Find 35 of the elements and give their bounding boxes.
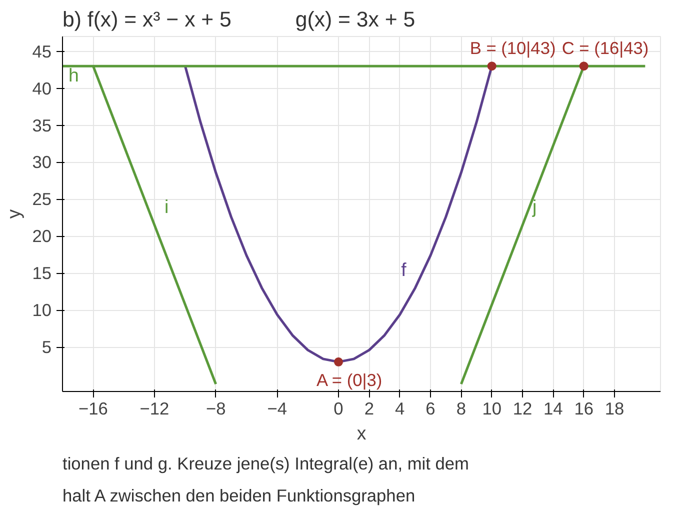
y-tick-label: 35 bbox=[32, 115, 52, 136]
series-label: h bbox=[68, 64, 79, 86]
annotation: C = (16|43) bbox=[562, 38, 649, 58]
x-tick-label: −4 bbox=[267, 398, 288, 418]
annotation: A = (0|3) bbox=[316, 370, 382, 390]
y-axis-title: y bbox=[3, 208, 24, 219]
y-tick-label: 10 bbox=[32, 300, 52, 320]
text: tionen f und g. Kreuze jene(s) Integral(e) an, mit dem bbox=[62, 454, 469, 474]
y-tick-label: 25 bbox=[32, 189, 52, 210]
x-axis-title: x bbox=[356, 422, 367, 444]
y-tick-label: 20 bbox=[32, 226, 52, 246]
series-label: f bbox=[401, 258, 408, 280]
y-tick-label: 15 bbox=[32, 263, 52, 284]
series-label: i bbox=[164, 196, 169, 218]
x-tick-label: 18 bbox=[604, 398, 624, 418]
x-tick-label: 4 bbox=[395, 398, 406, 418]
x-tick-label: −16 bbox=[78, 398, 108, 418]
x-tick-label: −8 bbox=[206, 398, 226, 418]
y-tick-label: 45 bbox=[32, 41, 52, 62]
x-tick-label: 16 bbox=[574, 398, 594, 418]
y-tick-label: 30 bbox=[32, 152, 52, 172]
x-tick-label: 12 bbox=[512, 398, 532, 418]
annotation: B = (10|43) bbox=[470, 38, 556, 58]
chart-title: b) f(x) = x³ − x + 5 g(x) = 3x + 5 bbox=[62, 8, 416, 32]
x-tick-label: 2 bbox=[364, 398, 374, 418]
y-tick-label: 40 bbox=[32, 78, 52, 98]
series-label: j bbox=[532, 196, 537, 218]
x-tick-label: 6 bbox=[426, 398, 436, 418]
x-tick-label: 0 bbox=[334, 398, 344, 418]
text: halt A zwischen den beiden Funktionsgraphen bbox=[62, 486, 416, 506]
x-tick-label: −12 bbox=[140, 398, 170, 418]
x-tick-label: 10 bbox=[482, 398, 502, 418]
y-tick-label: 5 bbox=[42, 337, 52, 358]
x-tick-label: 14 bbox=[544, 398, 564, 418]
x-tick-label: 8 bbox=[456, 398, 466, 418]
